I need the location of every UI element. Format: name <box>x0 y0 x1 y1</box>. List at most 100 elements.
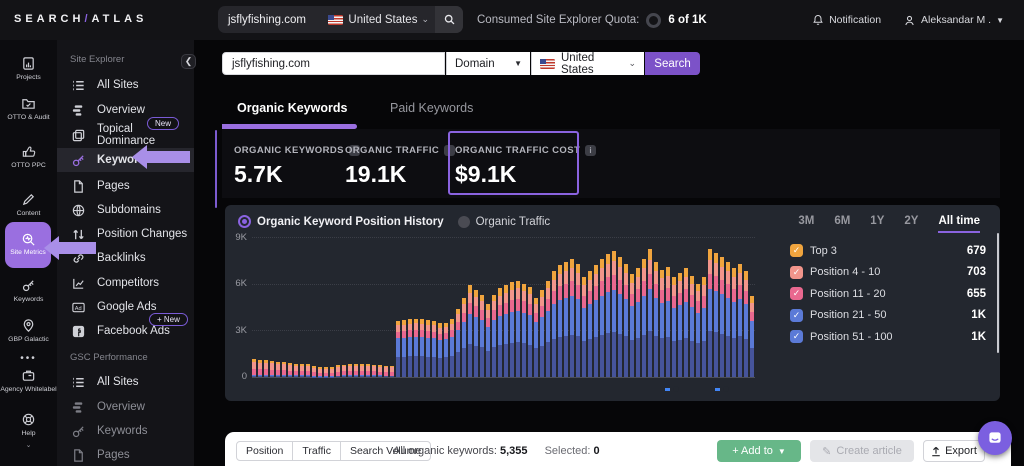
rail-item-projects[interactable]: Projects <box>0 56 57 82</box>
chart-bar[interactable] <box>696 283 700 377</box>
rail-item-agency-whitelabel[interactable]: Agency Whitelabel <box>0 368 57 394</box>
chart-bar[interactable] <box>438 323 442 377</box>
chart-bar[interactable] <box>660 269 664 377</box>
chart-bar[interactable] <box>552 271 556 377</box>
chart-bar[interactable] <box>690 275 694 377</box>
range-6m[interactable]: 6M <box>834 215 851 227</box>
chart-bar[interactable] <box>324 367 328 377</box>
legend-row-pos51-100[interactable]: ✓ Position 51 - 100 1K <box>790 326 986 348</box>
rail-item-content[interactable]: Content <box>0 192 57 218</box>
chart-bar[interactable] <box>312 366 316 377</box>
chart-bar[interactable] <box>360 363 364 377</box>
weather-update-icon[interactable] <box>608 383 620 395</box>
chart-bar[interactable] <box>612 251 616 377</box>
chart-bar[interactable] <box>300 363 304 377</box>
chart-bar[interactable] <box>738 263 742 377</box>
chart-bar[interactable] <box>666 266 670 377</box>
app-logo[interactable]: SEARCH/ATLAS <box>14 13 147 25</box>
tab-paid-keywords[interactable]: Paid Keywords <box>390 101 474 115</box>
chart-bar[interactable] <box>648 249 652 377</box>
checkbox-checked-icon[interactable]: ✓ <box>790 287 803 301</box>
chart-bar[interactable] <box>396 321 400 377</box>
rail-item-otto-ppc[interactable]: OTTO PPC <box>0 144 57 170</box>
chart-bar[interactable] <box>564 261 568 377</box>
chart-bar[interactable] <box>528 286 532 377</box>
chart-bar[interactable] <box>684 268 688 377</box>
chart-bar[interactable] <box>432 321 436 377</box>
chart-bar[interactable] <box>282 362 286 377</box>
sidebar-item-gsc-overview[interactable]: Overview <box>57 395 194 419</box>
legend-row-pos11-20[interactable]: ✓ Position 11 - 20 655 <box>790 283 986 305</box>
radio-position-history[interactable]: Organic Keyword Position History <box>238 215 444 228</box>
checkbox-checked-icon[interactable]: ✓ <box>790 308 803 322</box>
topbar-site-search-value[interactable]: jsflyfishing.com <box>228 13 306 26</box>
topbar-country-select[interactable]: United States <box>328 14 417 26</box>
sidebar-item-competitors[interactable]: Competitors <box>57 271 194 295</box>
chart-bar[interactable] <box>336 365 340 377</box>
chart-bar[interactable] <box>390 365 394 377</box>
chart-bar[interactable] <box>384 365 388 377</box>
chart-bar[interactable] <box>492 294 496 377</box>
range-1y[interactable]: 1Y <box>870 215 885 227</box>
chart-bar[interactable] <box>726 261 730 377</box>
info-icon[interactable]: i <box>585 145 597 156</box>
chart-bar[interactable] <box>474 289 478 377</box>
chart-bar[interactable] <box>732 268 736 377</box>
chart-bar[interactable] <box>642 258 646 377</box>
chart-bar[interactable] <box>540 289 544 377</box>
chart-bar[interactable] <box>420 319 424 377</box>
range-3m[interactable]: 3M <box>798 215 815 227</box>
chart-bar[interactable] <box>588 271 592 377</box>
chart-bar[interactable] <box>486 303 490 377</box>
chart-bar[interactable] <box>654 261 658 377</box>
sidebar-item-backlinks[interactable]: Backlinks <box>57 246 194 270</box>
chart-bar[interactable] <box>378 364 382 377</box>
chart-bar[interactable] <box>426 320 430 377</box>
chart-bar[interactable] <box>480 294 484 377</box>
chart-bar[interactable] <box>354 363 358 377</box>
chart-bar[interactable] <box>522 283 526 377</box>
chart-bar[interactable] <box>708 249 712 377</box>
checkbox-checked-icon[interactable]: ✓ <box>790 244 803 258</box>
rail-item-gbp-galactic[interactable]: GBP Galactic <box>0 318 57 344</box>
chart-bar[interactable] <box>342 364 346 377</box>
sidebar-item-gsc-pages[interactable]: Pages <box>57 443 194 466</box>
chart-bar[interactable] <box>258 359 262 377</box>
range-2y[interactable]: 2Y <box>904 215 919 227</box>
chart-bar[interactable] <box>408 319 412 377</box>
chart-bar[interactable] <box>546 280 550 377</box>
chart-bar[interactable] <box>672 277 676 377</box>
chart-bar[interactable] <box>498 288 502 377</box>
chart-bar[interactable] <box>510 282 514 377</box>
legend-row-pos4-10[interactable]: ✓ Position 4 - 10 703 <box>790 262 986 284</box>
chart-bar[interactable] <box>702 277 706 377</box>
chart-bar[interactable] <box>720 257 724 377</box>
search-button[interactable]: Search <box>645 52 700 75</box>
chart-bar[interactable] <box>624 263 628 377</box>
country-select[interactable]: United States ⌄ <box>531 52 644 76</box>
chart-bar[interactable] <box>330 367 334 377</box>
rail-item-more[interactable]: ••• <box>0 353 57 364</box>
chart-bar[interactable] <box>294 363 298 377</box>
info-icon[interactable]: i <box>348 145 360 156</box>
sidebar-item-position-changes[interactable]: Position Changes <box>57 222 194 246</box>
topbar-search-button[interactable] <box>435 6 463 33</box>
chart-bar[interactable] <box>630 274 634 377</box>
chart-bar[interactable] <box>414 318 418 377</box>
chart-bar[interactable] <box>348 364 352 377</box>
rail-item-help[interactable]: Help ⌄ <box>0 412 57 449</box>
domain-search-input[interactable]: jsflyfishing.com <box>222 52 445 75</box>
chart-bar[interactable] <box>570 258 574 377</box>
chart-bar[interactable] <box>504 285 508 377</box>
sidebar-item-topical-dominance[interactable]: Topical Dominance <box>57 123 194 147</box>
toggle-position[interactable]: Position <box>236 441 294 461</box>
chart-bar[interactable] <box>750 296 754 377</box>
chart-bar[interactable] <box>372 364 376 377</box>
chart-bar[interactable] <box>456 308 460 377</box>
checkbox-checked-icon[interactable]: ✓ <box>790 330 803 344</box>
sidebar-item-pages[interactable]: Pages <box>57 174 194 198</box>
chart-bar[interactable] <box>444 322 448 377</box>
chart-bar[interactable] <box>744 271 748 377</box>
chart-bar[interactable] <box>276 361 280 377</box>
chart-bar[interactable] <box>576 263 580 377</box>
